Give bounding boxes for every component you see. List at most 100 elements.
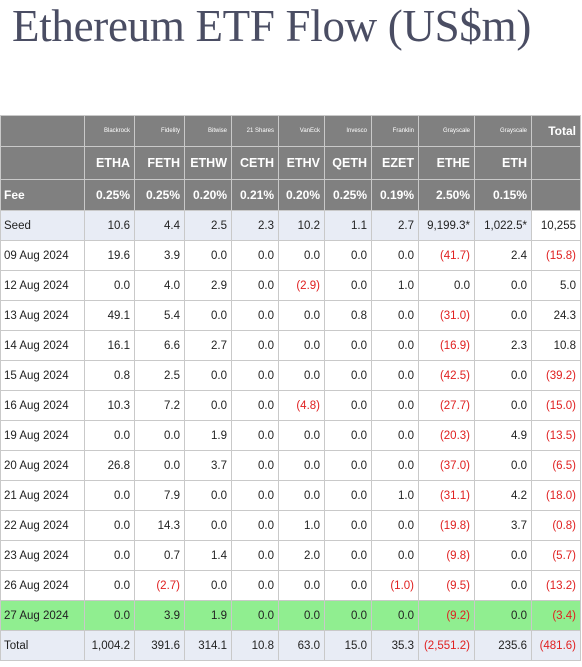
data-cell: (19.8) <box>418 510 475 541</box>
fee-cell: 0.25% <box>134 179 185 211</box>
data-cell: 2.7 <box>371 210 419 241</box>
data-cell: 0.0 <box>278 300 325 331</box>
data-cell: 0.0 <box>278 450 325 481</box>
data-cell: 0.0 <box>324 450 372 481</box>
fee-cell: 0.20% <box>278 179 325 211</box>
data-cell: 10.8 <box>531 330 581 361</box>
data-cell: 2.0 <box>278 540 325 571</box>
data-cell: 0.0 <box>371 600 419 631</box>
table-row: 16 Aug 2024 10.3 7.2 0.0 0.0 (4.8) 0.0 0.0 (27.7… <box>0 390 581 421</box>
data-cell: 0.0 <box>231 570 279 601</box>
ticker-header: FETH <box>134 146 185 180</box>
data-cell: 0.0 <box>324 240 372 271</box>
data-cell: 1.9 <box>184 420 232 451</box>
data-cell: 0.0 <box>278 360 325 391</box>
issuer-header: VanEck <box>278 115 325 147</box>
data-cell: 5.0 <box>531 270 581 301</box>
data-cell: 0.0 <box>371 240 419 271</box>
data-cell: 0.0 <box>278 570 325 601</box>
seed-row: Seed 10.6 4.4 2.5 2.3 10.2 1.1 2.7 9,199.3* 1,022… <box>0 210 581 241</box>
data-cell: 391.6 <box>134 630 185 661</box>
data-cell: 0.0 <box>324 330 372 361</box>
data-cell: 6.6 <box>134 330 185 361</box>
table-row: 09 Aug 2024 19.6 3.9 0.0 0.0 0.0 0.0 0.0 (41.7) 2… <box>0 240 581 271</box>
issuer-header: Grayscale <box>474 115 532 147</box>
issuer-header: Grayscale <box>418 115 475 147</box>
data-cell: (1.0) <box>371 570 419 601</box>
data-cell: 0.0 <box>84 510 135 541</box>
ticker-header-row: ETHA FETH ETHW CETH ETHV QETH EZET ETHE ETH <box>0 146 581 180</box>
table-row: 22 Aug 2024 0.0 14.3 0.0 0.0 1.0 0.0 0.0 (19.8) 3… <box>0 510 581 541</box>
row-label: 13 Aug 2024 <box>0 300 85 331</box>
data-cell: 314.1 <box>184 630 232 661</box>
data-cell: 0.0 <box>371 510 419 541</box>
data-cell: (5.7) <box>531 540 581 571</box>
data-cell: (13.2) <box>531 570 581 601</box>
data-cell: 0.0 <box>134 450 185 481</box>
fee-cell: 0.25% <box>84 179 135 211</box>
data-cell: 0.0 <box>84 270 135 301</box>
ticker-header: ETHA <box>84 146 135 180</box>
data-cell: 0.0 <box>231 420 279 451</box>
header-corner <box>0 115 85 147</box>
data-cell: 0.0 <box>324 360 372 391</box>
row-label: 26 Aug 2024 <box>0 570 85 601</box>
table-row: 26 Aug 2024 0.0 (2.7) 0.0 0.0 0.0 0.0 (1.0) (9.5… <box>0 570 581 601</box>
data-cell: 0.0 <box>184 300 232 331</box>
data-cell: 0.0 <box>474 360 532 391</box>
data-cell: 1,022.5* <box>474 210 532 241</box>
issuer-header: 21 Shares <box>231 115 279 147</box>
data-cell: 19.6 <box>84 240 135 271</box>
data-cell: (481.6) <box>531 630 581 661</box>
data-cell: 0.0 <box>474 540 532 571</box>
data-cell: 0.0 <box>231 270 279 301</box>
table-row: 12 Aug 2024 0.0 4.0 2.9 0.0 (2.9) 0.0 1.0 0.0 0.0… <box>0 270 581 301</box>
fee-cell: 0.20% <box>184 179 232 211</box>
data-cell: 3.9 <box>134 240 185 271</box>
table-row: 21 Aug 2024 0.0 7.9 0.0 0.0 0.0 0.0 1.0 (31.1) 4.… <box>0 480 581 511</box>
issuer-header: Invesco <box>324 115 372 147</box>
data-cell: 2.3 <box>474 330 532 361</box>
data-cell: (15.8) <box>531 240 581 271</box>
data-cell: 2.5 <box>184 210 232 241</box>
ticker-header: ETH <box>474 146 532 180</box>
row-label: 09 Aug 2024 <box>0 240 85 271</box>
table-row: 13 Aug 2024 49.1 5.4 0.0 0.0 0.0 0.8 0.0 (31.0) 0… <box>0 300 581 331</box>
data-cell: 1.4 <box>184 540 232 571</box>
data-cell: 4.2 <box>474 480 532 511</box>
row-label: 12 Aug 2024 <box>0 270 85 301</box>
data-cell: 0.0 <box>231 300 279 331</box>
data-cell: 24.3 <box>531 300 581 331</box>
data-cell: 0.0 <box>418 270 475 301</box>
table-row: 27 Aug 2024 0.0 3.9 1.9 0.0 0.0 0.0 0.0 (9.2) 0.0… <box>0 600 581 631</box>
data-cell: 26.8 <box>84 450 135 481</box>
data-cell: 0.0 <box>184 480 232 511</box>
table-row: 14 Aug 2024 16.1 6.6 2.7 0.0 0.0 0.0 0.0 (16.9) 2… <box>0 330 581 361</box>
fee-row: Fee 0.25% 0.25% 0.20% 0.21% 0.20% 0.25% 0.19% 2.… <box>0 179 581 211</box>
ticker-header: ETHE <box>418 146 475 180</box>
data-cell: 0.0 <box>134 420 185 451</box>
data-cell: 7.2 <box>134 390 185 421</box>
data-cell: (2.7) <box>134 570 185 601</box>
data-cell: 0.0 <box>84 600 135 631</box>
data-cell: 0.0 <box>231 360 279 391</box>
page-title: Ethereum ETF Flow (US$m) <box>12 1 532 51</box>
data-cell: 1.0 <box>371 270 419 301</box>
data-cell: 0.0 <box>278 480 325 511</box>
fee-cell: 0.19% <box>371 179 419 211</box>
data-cell: 35.3 <box>371 630 419 661</box>
data-cell: 0.0 <box>371 450 419 481</box>
issuer-header: Bitwise <box>184 115 232 147</box>
data-cell: 0.0 <box>324 510 372 541</box>
data-cell: (0.8) <box>531 510 581 541</box>
data-cell: 0.0 <box>371 420 419 451</box>
data-cell: 0.0 <box>278 240 325 271</box>
row-label: Total <box>0 630 85 661</box>
data-cell: 10.3 <box>84 390 135 421</box>
data-cell: 0.0 <box>474 300 532 331</box>
ticker-header: EZET <box>371 146 419 180</box>
data-cell: 16.1 <box>84 330 135 361</box>
data-cell: 4.0 <box>134 270 185 301</box>
total-header-blank <box>531 146 581 180</box>
data-cell: 10.6 <box>84 210 135 241</box>
